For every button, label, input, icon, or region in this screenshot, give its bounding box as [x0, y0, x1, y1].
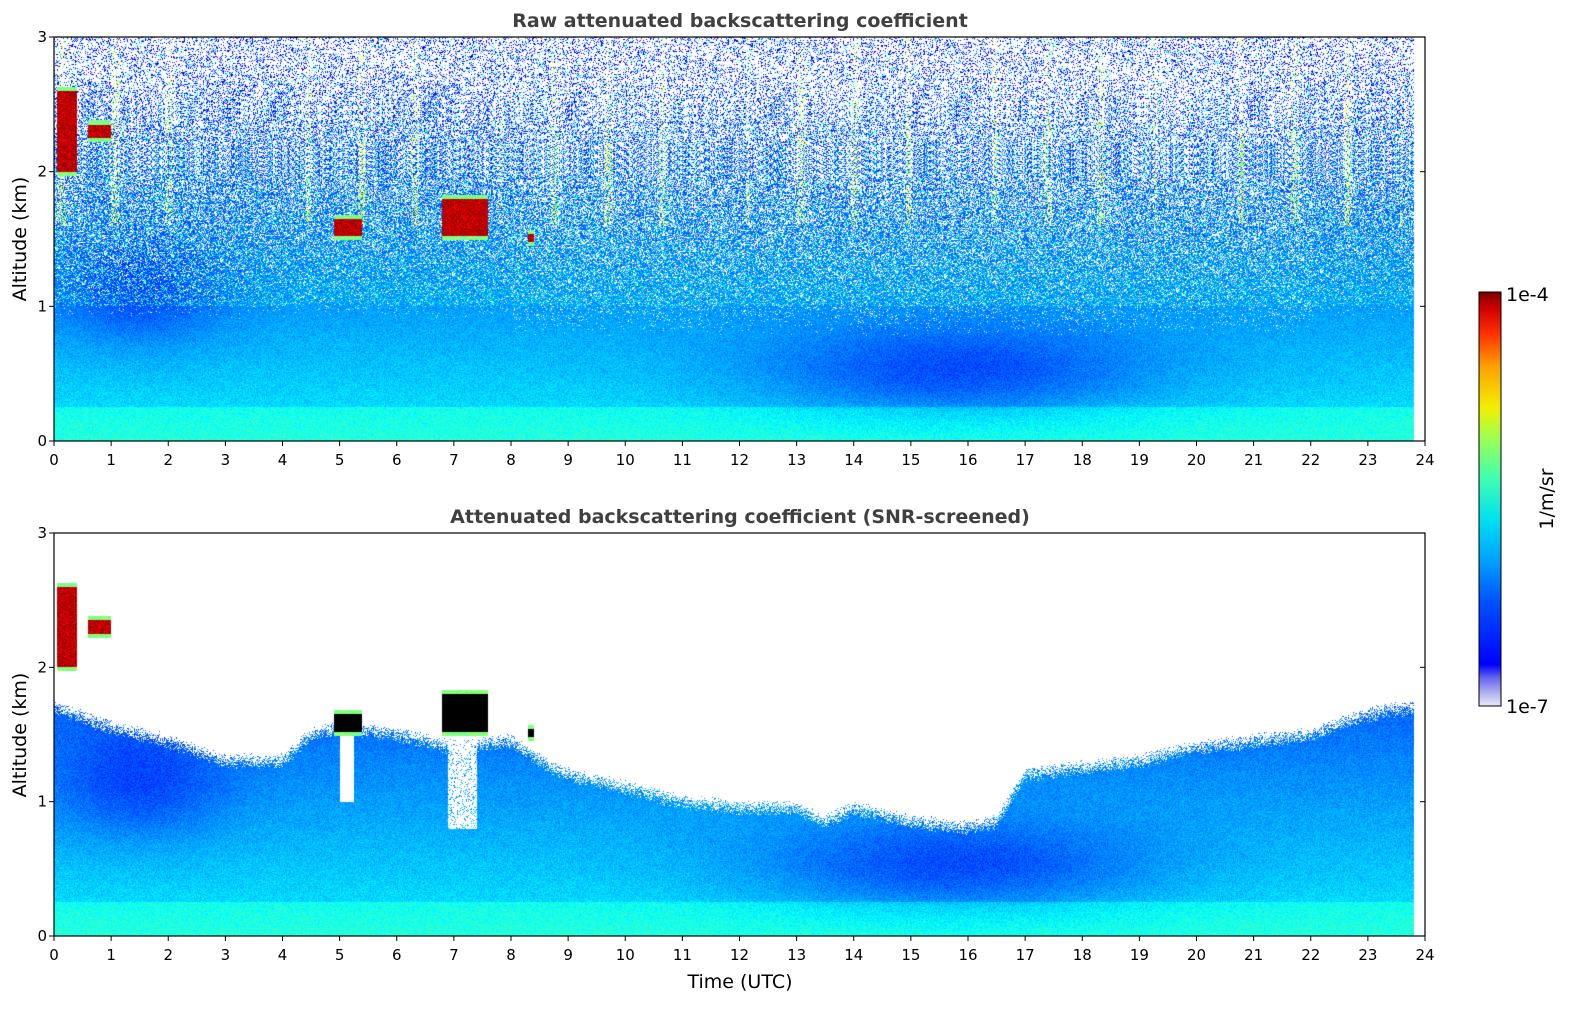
colorbar-max-label: 1e-4 — [1506, 284, 1549, 306]
colorbar-gradient — [1478, 291, 1502, 707]
x-tick-label: 7 — [449, 451, 459, 469]
y-tick-label: 3 — [37, 524, 47, 542]
x-tick-label: 16 — [958, 946, 977, 964]
chart-title: Attenuated backscattering coefficient (S… — [450, 506, 1030, 528]
x-tick-label: 23 — [1358, 946, 1377, 964]
colorbar: 1e-4 1e-7 1/m/sr — [1478, 284, 1558, 718]
x-tick-label: 17 — [1016, 946, 1035, 964]
x-tick-label: 18 — [1073, 451, 1092, 469]
x-tick-label: 2 — [163, 451, 173, 469]
x-tick-label: 14 — [844, 451, 863, 469]
x-tick-label: 19 — [1130, 946, 1149, 964]
x-tick-label: 24 — [1415, 946, 1434, 964]
y-tick-label: 3 — [37, 28, 47, 46]
screened-panel: Attenuated backscattering coefficient (S… — [9, 506, 1435, 993]
x-tick-label: 3 — [221, 451, 231, 469]
x-tick-label: 17 — [1016, 451, 1035, 469]
x-tick-label: 2 — [163, 946, 173, 964]
x-axis-label: Time (UTC) — [686, 971, 792, 993]
y-tick-label: 0 — [37, 432, 47, 450]
colorbar-label: 1/m/sr — [1536, 468, 1558, 529]
x-tick-label: 11 — [673, 451, 692, 469]
x-tick-label: 19 — [1130, 451, 1149, 469]
x-tick-label: 8 — [506, 946, 516, 964]
x-tick-label: 16 — [958, 451, 977, 469]
x-tick-label: 4 — [278, 451, 288, 469]
x-tick-label: 6 — [392, 946, 402, 964]
y-axis-label: Altitude (km) — [9, 673, 31, 798]
y-axis: 0 1 2 3 — [37, 524, 1425, 945]
x-axis: 0 1 2 3 4 5 6 7 8 9 10 11 12 13 14 15 16 17 18 19 20 21 22 23 24 — [49, 936, 1435, 964]
y-tick-label: 2 — [37, 163, 47, 181]
chart-title: Raw attenuated backscattering coefficien… — [512, 10, 968, 32]
y-tick-label: 1 — [37, 297, 47, 315]
x-tick-label: 24 — [1415, 451, 1434, 469]
x-tick-label: 15 — [901, 451, 920, 469]
x-tick-label: 13 — [787, 451, 806, 469]
x-tick-label: 5 — [335, 946, 345, 964]
x-tick-label: 20 — [1187, 946, 1206, 964]
x-tick-label: 10 — [616, 946, 635, 964]
y-tick-label: 0 — [37, 927, 47, 945]
x-tick-label: 7 — [449, 946, 459, 964]
x-tick-label: 21 — [1244, 946, 1263, 964]
y-tick-label: 1 — [37, 793, 47, 811]
x-tick-label: 10 — [616, 451, 635, 469]
heatmap-canvas — [54, 533, 1425, 936]
y-tick-label: 2 — [37, 658, 47, 676]
x-tick-label: 21 — [1244, 451, 1263, 469]
x-tick-label: 12 — [730, 451, 749, 469]
x-tick-label: 11 — [673, 946, 692, 964]
x-tick-label: 15 — [901, 946, 920, 964]
x-tick-label: 23 — [1358, 451, 1377, 469]
x-tick-label: 3 — [221, 946, 231, 964]
heatmap-canvas — [54, 37, 1425, 441]
x-tick-label: 8 — [506, 451, 516, 469]
colorbar-min-label: 1e-7 — [1506, 696, 1549, 718]
x-tick-label: 0 — [49, 946, 59, 964]
x-axis: 0 1 2 3 4 5 6 7 8 9 10 11 12 13 14 15 16 17 18 19 20 21 22 23 24 — [49, 441, 1435, 469]
raw-panel: Raw attenuated backscattering coefficien… — [9, 10, 1435, 469]
x-tick-label: 9 — [563, 946, 573, 964]
x-tick-label: 6 — [392, 451, 402, 469]
x-tick-label: 12 — [730, 946, 749, 964]
x-tick-label: 5 — [335, 451, 345, 469]
x-tick-label: 1 — [106, 946, 116, 964]
x-tick-label: 1 — [106, 451, 116, 469]
x-tick-label: 18 — [1073, 946, 1092, 964]
x-tick-label: 0 — [49, 451, 59, 469]
x-tick-label: 9 — [563, 451, 573, 469]
y-axis-label: Altitude (km) — [9, 177, 31, 302]
x-tick-label: 20 — [1187, 451, 1206, 469]
x-tick-label: 22 — [1301, 451, 1320, 469]
x-tick-label: 22 — [1301, 946, 1320, 964]
x-tick-label: 13 — [787, 946, 806, 964]
y-axis: 0 1 2 3 — [37, 28, 1425, 450]
x-tick-label: 14 — [844, 946, 863, 964]
x-tick-label: 4 — [278, 946, 288, 964]
